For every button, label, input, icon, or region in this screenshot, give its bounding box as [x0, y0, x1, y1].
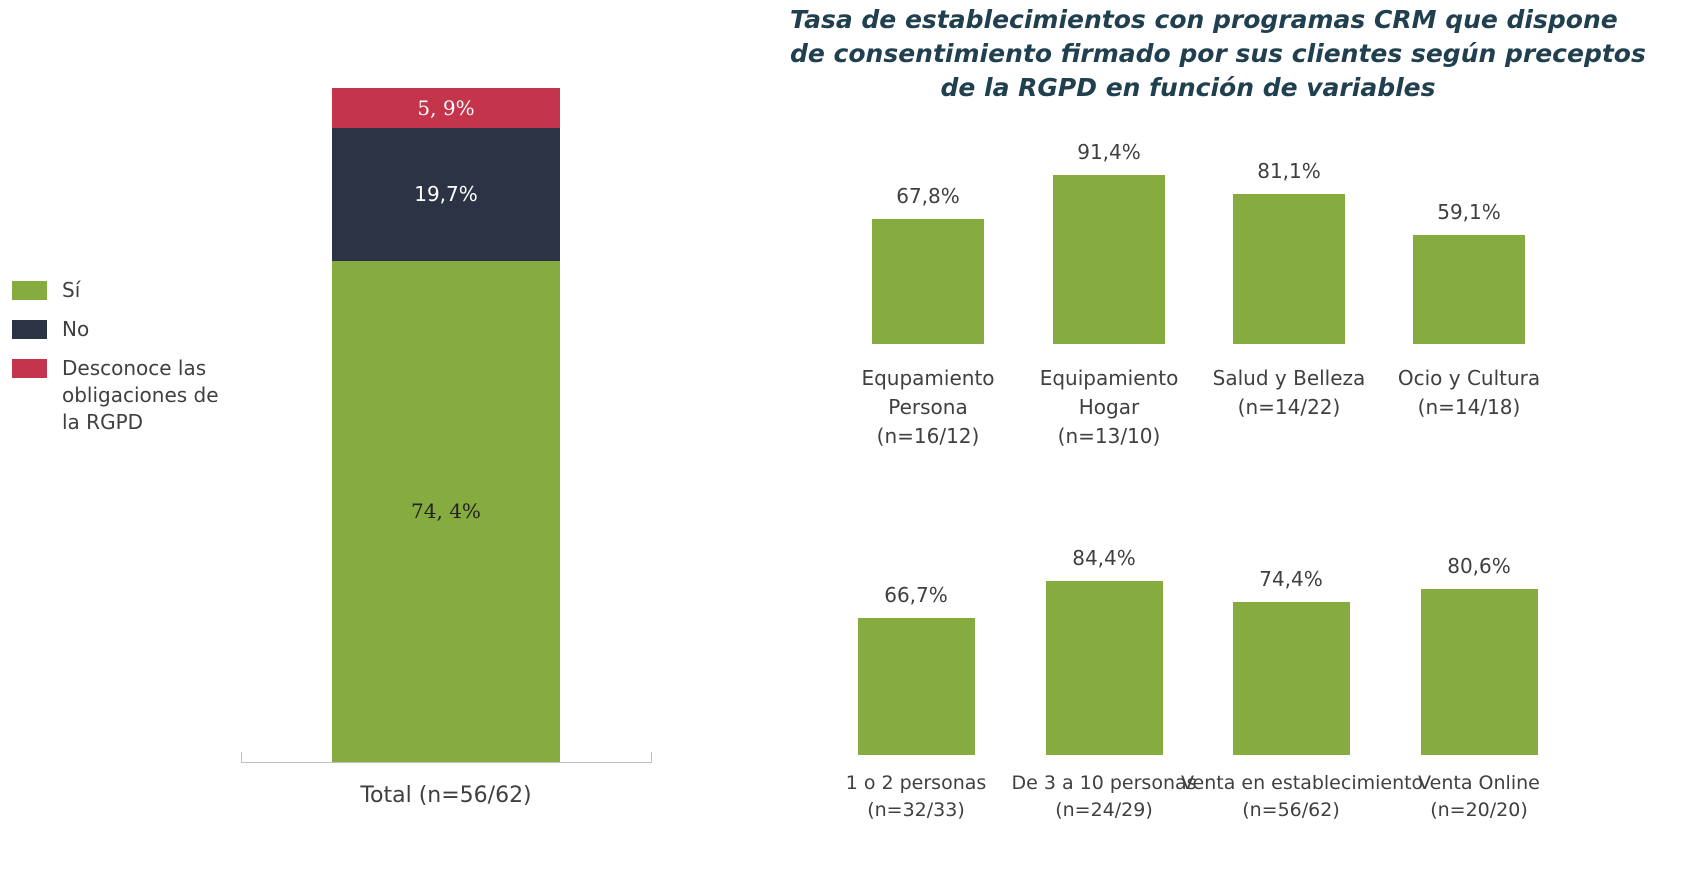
- bar: [1232, 601, 1350, 755]
- x-axis-tick: [651, 752, 652, 762]
- legend-swatch: [12, 359, 47, 378]
- value-label: 81,1%: [1257, 158, 1321, 183]
- value-label: 67,8%: [896, 183, 960, 208]
- x-tick-label: Total (n=56/62): [360, 783, 532, 808]
- x-tick-label: Venta Online (n=20/20): [1418, 772, 1540, 821]
- value-label: 74,4%: [1259, 566, 1323, 591]
- legend-label: No: [62, 317, 90, 341]
- x-tick-label: Venta en establecimiento (n=56/62): [1181, 772, 1424, 821]
- chart-title: Tasa de establecimientos con programas C…: [790, 5, 1646, 102]
- bar-segment: [332, 260, 560, 762]
- bar: [857, 617, 975, 755]
- bar: [1045, 581, 1163, 755]
- legend-label: Sí: [62, 278, 81, 302]
- value-label: 80,6%: [1447, 553, 1511, 578]
- legend-swatch: [12, 281, 47, 300]
- value-label: 66,7%: [884, 582, 948, 607]
- x-axis-line: [241, 762, 652, 763]
- value-label: 74, 4%: [411, 499, 481, 524]
- x-tick-label: De 3 a 10 personas (n=24/29): [1011, 772, 1197, 821]
- bar: [872, 218, 984, 344]
- x-tick-label: Salud y Belleza (n=14/22): [1212, 366, 1366, 419]
- x-axis-tick: [241, 752, 242, 762]
- x-tick-label: Equipamiento Hogar (n=13/10): [1039, 366, 1179, 448]
- value-label: 84,4%: [1072, 546, 1136, 571]
- legend-label: Desconoce las obligaciones de la RGPD: [62, 356, 219, 434]
- value-label: 59,1%: [1437, 199, 1501, 224]
- bar-segment: [332, 127, 560, 261]
- x-tick-label: 1 o 2 personas (n=32/33): [845, 772, 987, 821]
- bar-segment: [332, 88, 560, 128]
- bar: [1053, 174, 1165, 344]
- value-label: 19,7%: [414, 182, 478, 207]
- bar: [1413, 234, 1525, 344]
- legend-swatch: [12, 320, 47, 339]
- value-label: 5, 9%: [417, 95, 475, 120]
- x-tick-label: Ocio y Cultura (n=14/18): [1397, 366, 1541, 419]
- bar: [1420, 588, 1538, 755]
- value-label: 91,4%: [1077, 139, 1141, 164]
- x-tick-label: Equpamiento Persona (n=16/12): [861, 366, 995, 448]
- bar: [1233, 193, 1345, 344]
